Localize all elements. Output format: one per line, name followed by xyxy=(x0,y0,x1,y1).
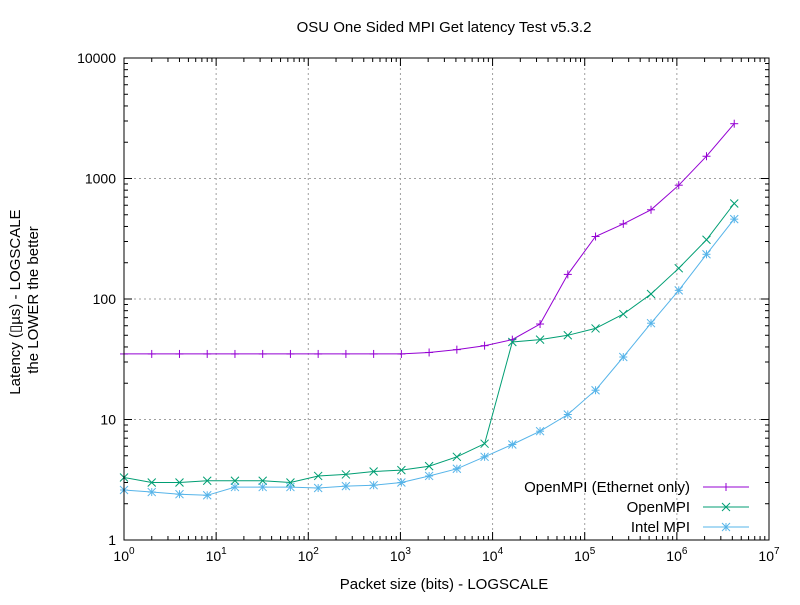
y-axis-title-line1: Latency (▯µs) - LOGSCALE xyxy=(7,209,24,394)
data-point xyxy=(147,478,157,487)
data-point xyxy=(646,318,656,328)
y-tick-label: 10000 xyxy=(77,50,116,66)
data-point xyxy=(618,309,628,319)
data-point xyxy=(563,410,573,419)
data-point xyxy=(286,478,295,487)
series-0 xyxy=(120,119,739,358)
data-point xyxy=(591,324,600,333)
y-tick-label: 1000 xyxy=(85,171,116,187)
y-tick-label: 100 xyxy=(93,291,117,307)
data-point xyxy=(313,483,323,493)
data-point xyxy=(480,439,489,449)
x-axis-title: Packet size (bits) - LOGSCALE xyxy=(340,576,548,593)
data-point xyxy=(175,489,184,499)
x-tick-label: 103 xyxy=(390,546,412,564)
data-point xyxy=(646,289,656,299)
y-tick-label: 1 xyxy=(108,532,116,548)
legend-label: OpenMPI xyxy=(627,499,690,516)
data-point xyxy=(369,480,378,490)
legend-swatch-marker xyxy=(721,502,731,512)
y-axis-title: Latency (▯µs) - LOGSCALE the LOWER the b… xyxy=(7,205,42,394)
data-point xyxy=(397,478,406,487)
series-layer xyxy=(119,119,739,500)
data-point xyxy=(591,385,600,395)
data-point xyxy=(202,476,212,486)
data-point xyxy=(702,235,711,245)
data-point xyxy=(369,467,378,476)
data-point xyxy=(286,482,295,492)
data-point xyxy=(147,487,157,497)
data-point xyxy=(507,440,517,449)
data-point xyxy=(313,471,323,481)
legend-label: OpenMPI (Ethernet only) xyxy=(524,479,690,496)
y-axis-title-line2: the LOWER the better xyxy=(25,226,42,374)
data-point xyxy=(729,214,739,224)
grid xyxy=(124,58,769,540)
data-point xyxy=(729,199,739,208)
data-point xyxy=(674,263,684,273)
chart-title: OSU One Sided MPI Get latency Test v5.3.… xyxy=(297,19,592,36)
legend-label: Intel MPI xyxy=(631,519,690,536)
data-point xyxy=(618,352,628,362)
data-point xyxy=(230,476,240,486)
series-1 xyxy=(119,199,739,487)
series-2 xyxy=(119,214,739,500)
x-tick-label: 104 xyxy=(482,546,504,564)
data-point xyxy=(480,452,489,462)
data-point xyxy=(452,464,462,474)
data-point xyxy=(424,461,434,471)
tick-layer: 100 101 102 103 104 105 106 107 1 10 100 1000 10000 xyxy=(77,50,780,564)
data-point xyxy=(424,471,434,481)
data-point xyxy=(702,249,711,259)
data-point xyxy=(230,482,240,492)
data-point xyxy=(674,285,684,295)
data-point xyxy=(258,476,268,486)
data-point xyxy=(202,490,212,500)
y-tick-label: 10 xyxy=(100,412,116,428)
legend-swatch-marker xyxy=(721,522,731,532)
data-point xyxy=(507,337,517,347)
data-point xyxy=(452,452,462,462)
series-line xyxy=(123,218,735,496)
legend: OpenMPI (Ethernet only) OpenMPI Intel MPI xyxy=(524,479,749,536)
series-line xyxy=(123,203,735,484)
x-tick-label: 107 xyxy=(758,546,780,564)
data-point xyxy=(563,330,573,340)
x-tick-label: 105 xyxy=(574,546,596,564)
data-point xyxy=(175,478,184,487)
series-line xyxy=(124,123,735,355)
data-point xyxy=(258,482,268,492)
x-tick-label: 101 xyxy=(206,546,228,564)
x-tick-label: 102 xyxy=(298,546,320,564)
data-point xyxy=(341,481,351,491)
data-point xyxy=(535,335,545,344)
x-tick-label: 100 xyxy=(113,546,135,564)
data-point xyxy=(397,465,406,475)
data-point xyxy=(341,470,351,479)
x-tick-label: 106 xyxy=(666,546,688,564)
data-point xyxy=(535,426,545,436)
